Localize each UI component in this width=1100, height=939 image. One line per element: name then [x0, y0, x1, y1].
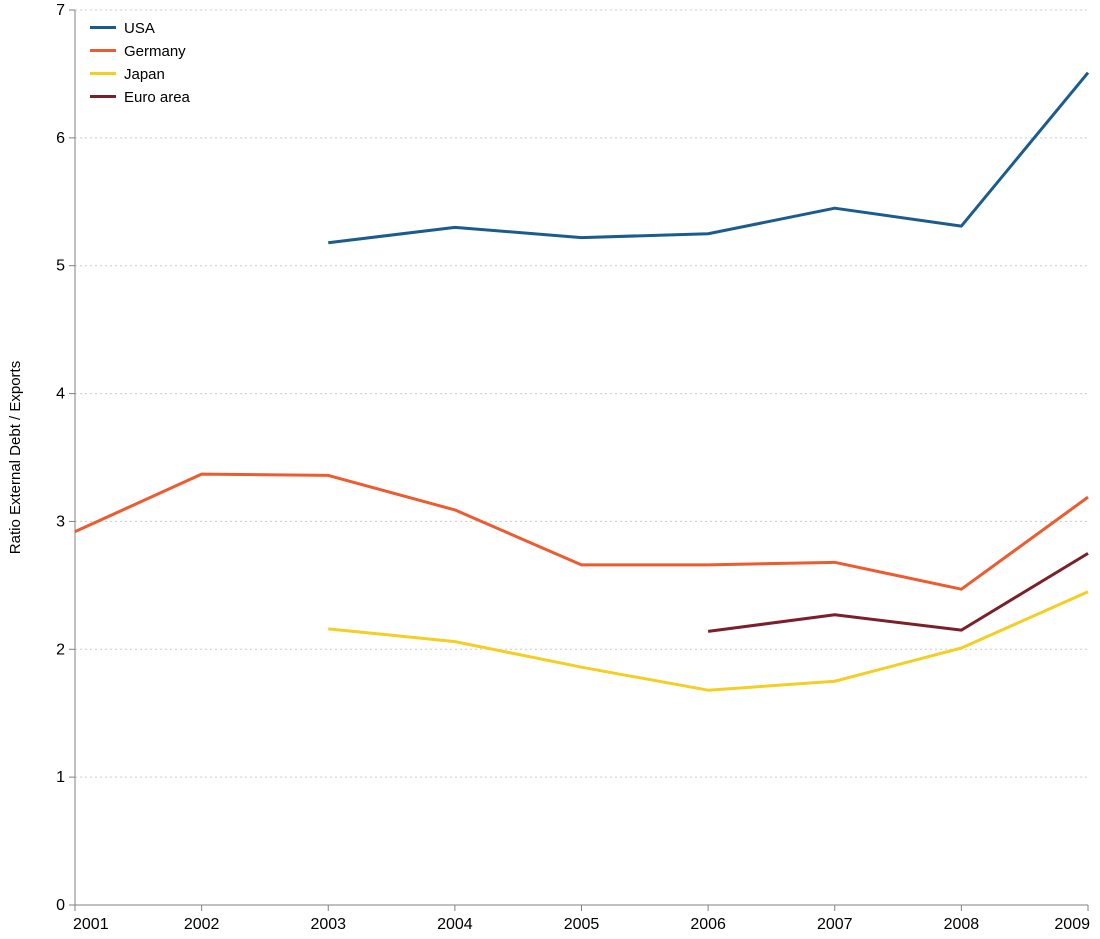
y-axis-label: Ratio External Debt / Exports — [7, 361, 24, 554]
x-tick-label: 2006 — [690, 916, 726, 933]
chart-container: 2001 2002 2003 2004 2005 2006 2007 2008 2009 0 1 2 3… — [0, 0, 1100, 939]
x-tick-label: 2005 — [564, 916, 600, 933]
x-tick-label: 2007 — [817, 916, 853, 933]
legend-swatch — [90, 72, 116, 75]
legend-swatch — [90, 95, 116, 98]
y-tick-label: 5 — [56, 258, 65, 275]
y-tick-label: 0 — [56, 897, 65, 914]
x-tick-label: 2003 — [310, 916, 346, 933]
y-tick-label: 7 — [56, 2, 65, 19]
legend-label: Euro area — [124, 89, 191, 106]
x-tick-label: 2002 — [184, 916, 220, 933]
x-tick-label: 2004 — [437, 916, 473, 933]
y-tick-label: 3 — [56, 513, 65, 530]
y-tick-label: 1 — [56, 769, 65, 786]
x-tick-label: 2001 — [73, 916, 109, 933]
y-tick-label: 2 — [56, 641, 65, 658]
x-tick-label: 2008 — [944, 916, 980, 933]
x-tick-label: 2009 — [1054, 916, 1090, 933]
line-chart: 2001 2002 2003 2004 2005 2006 2007 2008 2009 0 1 2 3… — [0, 0, 1100, 939]
legend-swatch — [90, 26, 116, 29]
y-tick-label: 6 — [56, 130, 65, 147]
legend-label: Japan — [124, 66, 165, 83]
legend-swatch — [90, 49, 116, 52]
legend-label: USA — [124, 20, 155, 37]
legend-label: Germany — [124, 43, 186, 60]
y-tick-label: 4 — [56, 386, 65, 403]
